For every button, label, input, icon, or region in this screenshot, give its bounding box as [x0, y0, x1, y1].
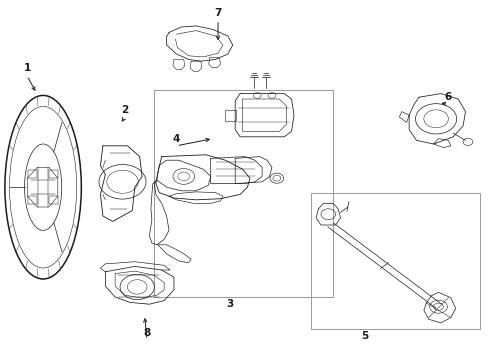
Bar	[49, 196, 58, 204]
Text: 2: 2	[122, 105, 128, 115]
Text: 3: 3	[227, 299, 234, 309]
Bar	[154, 90, 333, 297]
Text: 5: 5	[362, 330, 368, 341]
Bar	[225, 110, 236, 121]
Text: 8: 8	[144, 328, 150, 338]
Bar	[311, 193, 480, 329]
Text: 4: 4	[172, 134, 180, 144]
Text: 1: 1	[24, 63, 30, 73]
Bar	[49, 170, 58, 178]
Text: 7: 7	[214, 8, 222, 18]
Bar	[28, 170, 37, 178]
Text: 6: 6	[445, 92, 452, 102]
Bar	[28, 196, 37, 204]
